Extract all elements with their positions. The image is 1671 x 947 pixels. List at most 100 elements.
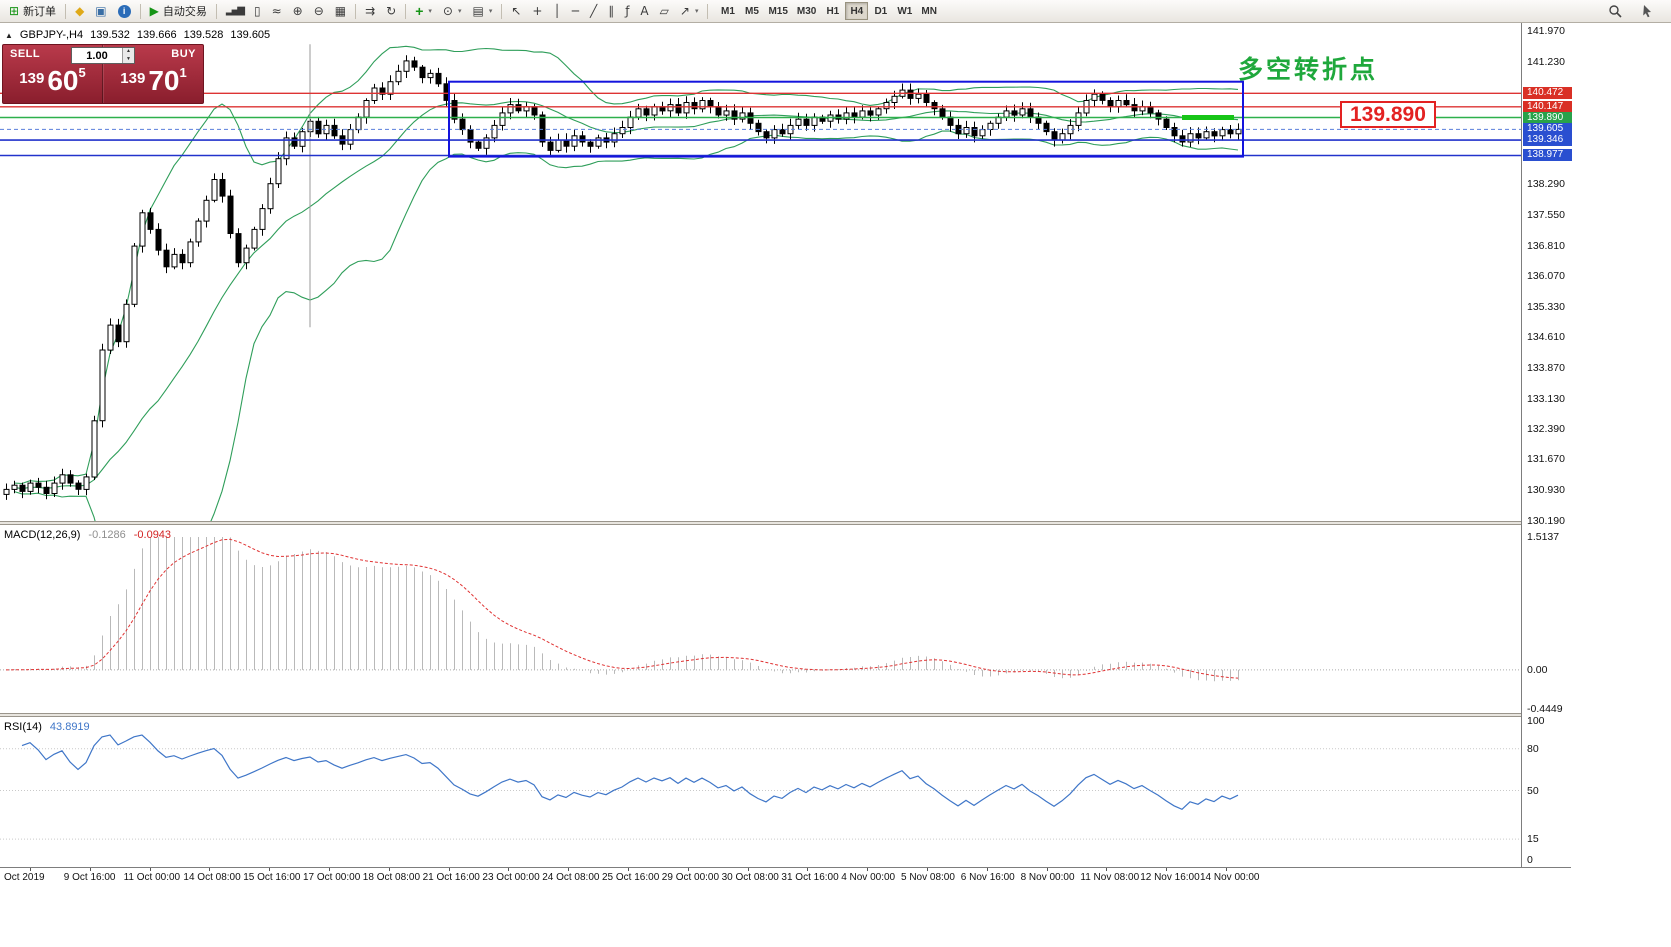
templates-button[interactable]: ▤ ▾: [468, 2, 498, 21]
timeframe-group: M1 M5 M15 M30 H1 H4 D1 W1 MN: [716, 2, 940, 20]
cursor-tool-button[interactable]: ↖: [506, 2, 526, 21]
label-tool-button[interactable]: ▱: [655, 2, 674, 21]
rsi-canvas[interactable]: [0, 717, 1521, 867]
channel-icon: ∥: [608, 4, 615, 18]
panel-separator[interactable]: [0, 713, 1571, 717]
volume-up-button[interactable]: ▲: [123, 48, 134, 56]
time-axis-label: 31 Oct 16:00: [781, 872, 839, 883]
metaeditor-icon: ◆: [75, 4, 85, 18]
price-line-chip: 139.890: [1523, 111, 1572, 124]
timeframe-button-d1[interactable]: D1: [869, 2, 892, 20]
metaeditor-button[interactable]: ◆: [70, 2, 89, 21]
turning-point-annotation[interactable]: 多空转折点: [1238, 56, 1379, 84]
macd-value-signal: -0.0943: [133, 529, 172, 541]
autotrading-button[interactable]: ▶ 自动交易: [145, 2, 212, 21]
time-axis-label: 23 Oct 00:00: [482, 872, 540, 883]
pointer-button[interactable]: [1635, 2, 1659, 21]
time-axis-tick: [388, 868, 390, 871]
trendline-tool-button[interactable]: ╱: [585, 2, 602, 21]
sell-price-sup: 5: [78, 65, 86, 80]
chevron-down-icon: ▾: [488, 8, 493, 15]
text-tool-button[interactable]: A: [635, 2, 653, 21]
price-line-chip: 140.147: [1523, 100, 1572, 113]
crosshair-icon: +: [532, 4, 543, 18]
time-axis-label: 25 Oct 16:00: [602, 872, 660, 883]
macd-axis-label: 0.00: [1527, 663, 1548, 676]
indicators-plus-icon: +: [415, 3, 424, 19]
price-callout[interactable]: 139.890: [1340, 101, 1436, 128]
panel-separator[interactable]: [0, 521, 1571, 525]
time-axis-label: 29 Oct 00:00: [661, 872, 720, 883]
timeframe-button-m1[interactable]: M1: [716, 2, 739, 20]
line-mode-button[interactable]: ≈: [267, 2, 287, 21]
vertical-line-icon: │: [553, 4, 561, 18]
price-chart-canvas[interactable]: [0, 23, 1521, 521]
new-order-button[interactable]: ⊞ 新订单: [4, 2, 61, 21]
new-order-label: 新订单: [23, 6, 57, 18]
time-axis-label: 5 Nov 08:00: [901, 872, 955, 883]
horizontal-line-tool-button[interactable]: ─: [567, 2, 584, 21]
symbol-title: GBPJPY-,H4: [19, 29, 84, 41]
chart-shift-button[interactable]: ⇉: [360, 2, 380, 21]
channel-tool-button[interactable]: ∥: [603, 2, 619, 21]
chevron-down-icon: ▾: [428, 8, 432, 15]
crosshair-tool-button[interactable]: +: [527, 2, 547, 21]
sell-price: 139 605: [3, 65, 102, 97]
price-axis-label: 130.190: [1527, 515, 1565, 527]
volume-spinner: ▲ ▼: [122, 48, 134, 63]
price-axis-label: 137.550: [1527, 208, 1565, 221]
volume-input[interactable]: [72, 48, 122, 63]
price-line-chip: 140.472: [1523, 87, 1572, 100]
time-axis-tick: [1166, 868, 1168, 871]
one-click-collapse-toggle[interactable]: ▲: [5, 30, 13, 40]
rsi-value: 43.8919: [49, 721, 90, 733]
timeframe-button-mn[interactable]: MN: [917, 2, 941, 20]
timeframe-button-m5[interactable]: M5: [740, 2, 763, 20]
volume-down-button[interactable]: ▼: [123, 55, 134, 63]
time-axis-label: 11 Nov 08:00: [1080, 872, 1140, 883]
text-icon: A: [640, 4, 649, 18]
time-axis-tick: [1106, 868, 1108, 871]
vertical-line-tool-button[interactable]: │: [548, 2, 565, 21]
time-axis-tick: [986, 868, 988, 871]
candles-mode-button[interactable]: ▯: [249, 2, 266, 21]
time-axis-tick: [628, 868, 629, 871]
indicators-button[interactable]: + ▾: [410, 2, 437, 21]
zoom-out-button[interactable]: ⊖: [309, 2, 329, 21]
toolbar-separator: [405, 3, 407, 19]
auto-scroll-button[interactable]: ↻: [381, 2, 401, 21]
time-axis[interactable]: Oct 2019 9 Oct 16:00 11 Oct 00:00 14 Oct 08…: [0, 867, 1571, 885]
price-axis-label: 135.330: [1527, 301, 1565, 314]
timeframe-button-h1[interactable]: H1: [821, 2, 844, 20]
search-button[interactable]: [1603, 2, 1627, 21]
buy-price-prefix: 139: [120, 70, 146, 87]
arrows-tool-button[interactable]: ↗ ▾: [675, 2, 704, 21]
bars-chart-icon: ▂▄▆: [225, 5, 245, 16]
tile-windows-button[interactable]: ▦: [330, 2, 351, 21]
fibonacci-tool-button[interactable]: ƒ: [620, 2, 634, 21]
macd-canvas[interactable]: [0, 525, 1521, 713]
macd-label-row: MACD(12,26,9) -0.1286 -0.0943: [4, 529, 171, 541]
timeframe-button-m15[interactable]: M15: [764, 2, 791, 20]
price-axis-label: 141.230: [1527, 55, 1565, 68]
time-axis-label: 6 Nov 16:00: [960, 872, 1015, 883]
timeframe-button-h4[interactable]: H4: [845, 2, 869, 20]
bars-mode-button[interactable]: ▂▄▆: [221, 2, 248, 21]
rsi-name: RSI(14): [4, 721, 42, 733]
time-axis-tick: [927, 868, 928, 871]
timeframe-button-m30[interactable]: M30: [793, 2, 820, 20]
pointer-icon: [1643, 5, 1651, 18]
info-button[interactable]: i: [113, 2, 136, 21]
timeframe-button-w1[interactable]: W1: [893, 2, 916, 20]
time-axis-label: 30 Oct 08:00: [721, 872, 779, 883]
new-chart-button[interactable]: ▣: [90, 2, 111, 21]
price-axis[interactable]: 141.970 141.230 138.290 137.550 136.810 136.0…: [1521, 23, 1573, 867]
candlestick-chart-icon: ▯: [253, 4, 261, 18]
time-axis-tick: [30, 868, 31, 871]
price-axis-label: 141.970: [1527, 25, 1565, 37]
periods-button[interactable]: ⊙ ▾: [438, 2, 467, 21]
zoom-in-button[interactable]: ⊕: [288, 2, 308, 21]
